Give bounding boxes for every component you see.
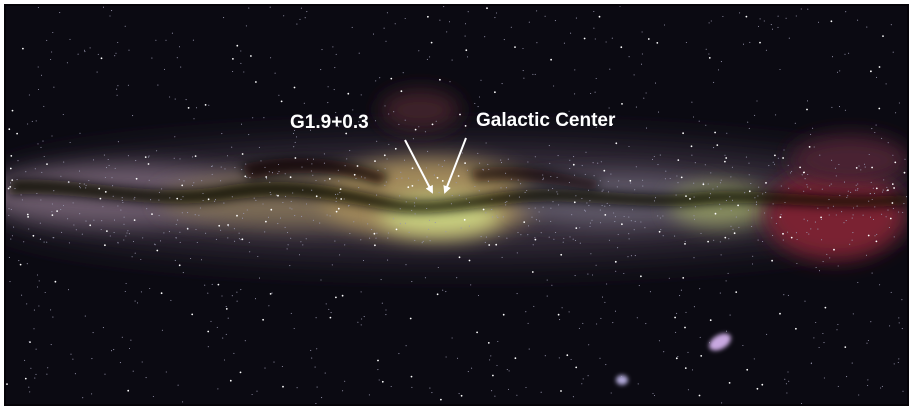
large-magellanic-cloud bbox=[709, 333, 731, 351]
arrow-galactic-center bbox=[443, 137, 467, 194]
dust-lane-upper bbox=[240, 157, 390, 185]
red-nebula bbox=[765, 170, 905, 260]
small-magellanic-cloud bbox=[616, 375, 628, 385]
sky bbox=[6, 6, 907, 404]
annotation-label: Galactic Center bbox=[476, 110, 616, 131]
red-nebula-upper bbox=[790, 135, 907, 185]
annotation-label: G1.9+0.3 bbox=[290, 112, 369, 133]
galactic-band bbox=[6, 90, 907, 260]
faint-nebula bbox=[380, 90, 460, 130]
dust-lane-right bbox=[470, 166, 600, 190]
arrow-g19 bbox=[404, 139, 433, 194]
dust-lane bbox=[10, 179, 907, 213]
